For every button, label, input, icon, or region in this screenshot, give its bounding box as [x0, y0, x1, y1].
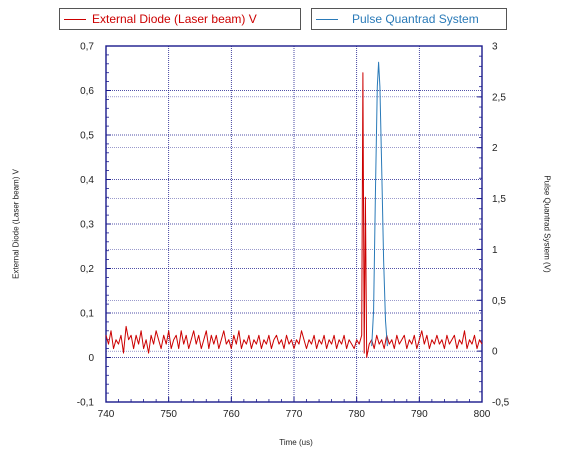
y-left-tick-label: 0,4: [80, 175, 94, 186]
y-right-tick-label: 3: [492, 42, 498, 53]
y-left-tick-label: 0,6: [80, 86, 94, 97]
y-right-tick-label: 0,5: [492, 296, 506, 307]
y-right-tick-label: 2: [492, 143, 498, 154]
x-tick-label: 770: [286, 409, 303, 420]
series-line-quantrad: [371, 61, 388, 347]
y-left-tick-label: 0,1: [80, 309, 94, 320]
legend-label-diode: External Diode (Laser beam) V: [92, 12, 257, 26]
x-tick-label: 740: [98, 409, 115, 420]
y-right-tick-label: 1: [492, 245, 498, 256]
y-left-tick-label: -0,1: [77, 398, 95, 409]
legend-label-quantrad: Pulse Quantrad System: [352, 12, 479, 26]
legend-entry-diode: External Diode (Laser beam) V: [59, 8, 301, 30]
y-axis-label-right: Pulse Quantrad System (V): [542, 175, 552, 273]
x-tick-label: 790: [411, 409, 428, 420]
ticks: [105, 45, 483, 403]
y-right-tick-label: 0: [492, 347, 498, 358]
tick-labels: 740 750 760 770 780 790 800 -0,1 0 0,1 0,2 0,3 0,4 0,…: [77, 42, 510, 421]
y-left-tick-label: 0,2: [80, 264, 94, 275]
y-left-tick-label: 0,3: [80, 220, 94, 231]
x-tick-label: 780: [348, 409, 365, 420]
y-left-tick-label: 0,7: [80, 42, 94, 53]
x-axis-label: Time (us): [279, 438, 313, 447]
series-layer: [105, 61, 483, 358]
legend-swatch-quantrad: [316, 19, 338, 20]
y-left-tick-label: 0,5: [80, 131, 94, 142]
x-tick-label: 760: [223, 409, 240, 420]
y-right-tick-label: -0,5: [492, 398, 510, 409]
y-right-tick-label: 1,5: [492, 194, 506, 205]
x-tick-label: 750: [160, 409, 177, 420]
x-tick-label: 800: [474, 409, 491, 420]
y-right-tick-label: 2,5: [492, 92, 506, 103]
grid: [106, 46, 482, 402]
series-line-diode: [105, 72, 483, 358]
legend-entry-quantrad: Pulse Quantrad System: [311, 8, 507, 30]
y-left-tick-label: 0: [88, 353, 94, 364]
legend-swatch-diode: [64, 19, 86, 20]
y-axis-label-left: External Diode (Laser beam) V: [11, 169, 21, 279]
